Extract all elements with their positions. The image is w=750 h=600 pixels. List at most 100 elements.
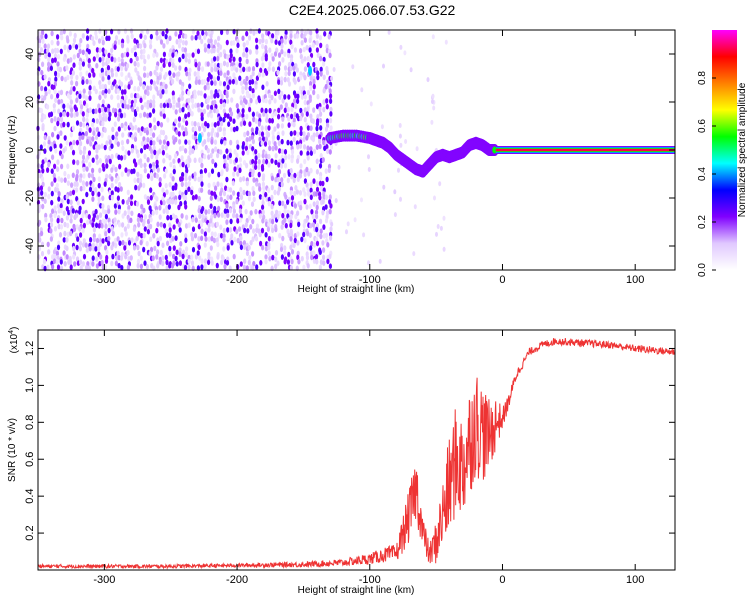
heatmap-cell bbox=[321, 198, 325, 205]
heatmap-cell bbox=[191, 194, 195, 201]
heatmap-cell bbox=[226, 54, 230, 60]
heatmap-cell bbox=[47, 186, 51, 192]
heatmap-cell bbox=[204, 121, 208, 127]
heatmap-cell bbox=[98, 107, 102, 114]
heatmap-cell bbox=[57, 176, 61, 182]
heatmap-cell bbox=[252, 116, 256, 123]
heatmap-cell bbox=[184, 57, 188, 63]
heatmap-cell bbox=[54, 76, 58, 82]
heatmap-cell bbox=[63, 221, 67, 228]
heatmap-cell bbox=[81, 261, 85, 267]
heatmap-cell bbox=[251, 66, 256, 72]
heatmap-cell bbox=[302, 46, 306, 53]
heatmap-cell bbox=[75, 224, 79, 230]
heatmap-cell bbox=[97, 103, 101, 109]
heatmap-cell bbox=[315, 213, 319, 220]
heatmap-cell bbox=[133, 85, 137, 92]
heatmap-cell bbox=[293, 190, 297, 197]
heatmap-cell bbox=[69, 230, 73, 237]
heatmap-cell bbox=[136, 70, 140, 77]
heatmap-cell bbox=[72, 37, 77, 44]
heatmap-cell bbox=[218, 126, 222, 132]
heatmap-cell bbox=[242, 189, 246, 196]
heatmap-cell bbox=[213, 56, 217, 62]
heatmap-cell bbox=[167, 204, 171, 210]
heatmap-cell bbox=[92, 227, 96, 233]
heatmap-cell bbox=[120, 42, 125, 49]
heatmap-cell bbox=[238, 208, 242, 214]
snr-y-label: SNR (10 * v/v) bbox=[7, 418, 18, 482]
heatmap-cell bbox=[413, 204, 417, 210]
heatmap-cell bbox=[210, 260, 214, 266]
heatmap-cell bbox=[42, 258, 47, 265]
heatmap-cell bbox=[88, 161, 92, 168]
heatmap-cell bbox=[188, 157, 192, 164]
heatmap-cell bbox=[104, 49, 108, 55]
heatmap-cell bbox=[161, 89, 165, 95]
heatmap-cell bbox=[126, 171, 130, 177]
heatmap-cell bbox=[71, 149, 76, 156]
heatmap-cell bbox=[213, 212, 217, 219]
heatmap-cell bbox=[40, 163, 44, 170]
heatmap-cell bbox=[130, 237, 134, 243]
heatmap-cell bbox=[140, 232, 144, 239]
heatmap-cell bbox=[190, 254, 194, 261]
heatmap-cell bbox=[82, 122, 86, 128]
heatmap-cell bbox=[158, 181, 162, 188]
heatmap-cell bbox=[319, 125, 323, 131]
heatmap-cell bbox=[219, 190, 223, 197]
heatmap-cell bbox=[295, 189, 299, 195]
heatmap-cell bbox=[300, 236, 304, 243]
heatmap-cell bbox=[97, 182, 101, 189]
heatmap-cell bbox=[203, 231, 207, 237]
heatmap-cell bbox=[123, 154, 127, 161]
heatmap-cell bbox=[159, 111, 163, 117]
heatmap-cell bbox=[306, 62, 310, 68]
heatmap-cell bbox=[85, 112, 89, 118]
heatmap-cell bbox=[100, 259, 104, 266]
heatmap-cell bbox=[78, 42, 82, 49]
heatmap-cell bbox=[201, 122, 205, 129]
heatmap-cell bbox=[41, 61, 45, 68]
heatmap-cell bbox=[136, 61, 140, 68]
heatmap-cell bbox=[293, 237, 297, 244]
heatmap-cell bbox=[110, 167, 114, 173]
heatmap-cell bbox=[177, 221, 181, 228]
heatmap-cell bbox=[79, 217, 83, 224]
heatmap-cell bbox=[75, 111, 79, 117]
heatmap-cell bbox=[104, 231, 108, 237]
heatmap-cell bbox=[111, 230, 115, 237]
heatmap-cell bbox=[185, 214, 189, 221]
heatmap-cell bbox=[193, 71, 197, 77]
heatmap-cell bbox=[261, 37, 265, 44]
heatmap-cell bbox=[287, 251, 291, 258]
heatmap-cell bbox=[81, 198, 85, 205]
heatmap-cell bbox=[129, 217, 133, 224]
heatmap-cell bbox=[132, 102, 137, 108]
heatmap-cell bbox=[81, 180, 85, 186]
heatmap-cell bbox=[324, 168, 328, 174]
heatmap-cell bbox=[97, 144, 101, 150]
heatmap-cell bbox=[299, 200, 303, 206]
heatmap-cell bbox=[184, 233, 188, 239]
heatmap-cell bbox=[139, 162, 143, 169]
heatmap-cell bbox=[289, 57, 294, 64]
heatmap-cell bbox=[110, 153, 114, 160]
heatmap-cell bbox=[213, 66, 217, 72]
heatmap-cell bbox=[194, 61, 198, 68]
heatmap-cell bbox=[255, 61, 259, 68]
heatmap-cell bbox=[59, 224, 64, 230]
heatmap-cell bbox=[286, 106, 290, 113]
heatmap-cell bbox=[98, 241, 103, 247]
heatmap-cell bbox=[296, 131, 300, 138]
heatmap-cell bbox=[300, 40, 304, 46]
heatmap-cell bbox=[284, 29, 288, 36]
heatmap-cell bbox=[62, 56, 66, 62]
heatmap-cell bbox=[271, 227, 275, 234]
heatmap-cell bbox=[213, 39, 218, 45]
heatmap-cell bbox=[241, 112, 245, 119]
heatmap-cell bbox=[66, 74, 70, 81]
heatmap-cell bbox=[100, 186, 104, 193]
heatmap-cell bbox=[229, 40, 234, 46]
heatmap-cell bbox=[146, 104, 150, 110]
